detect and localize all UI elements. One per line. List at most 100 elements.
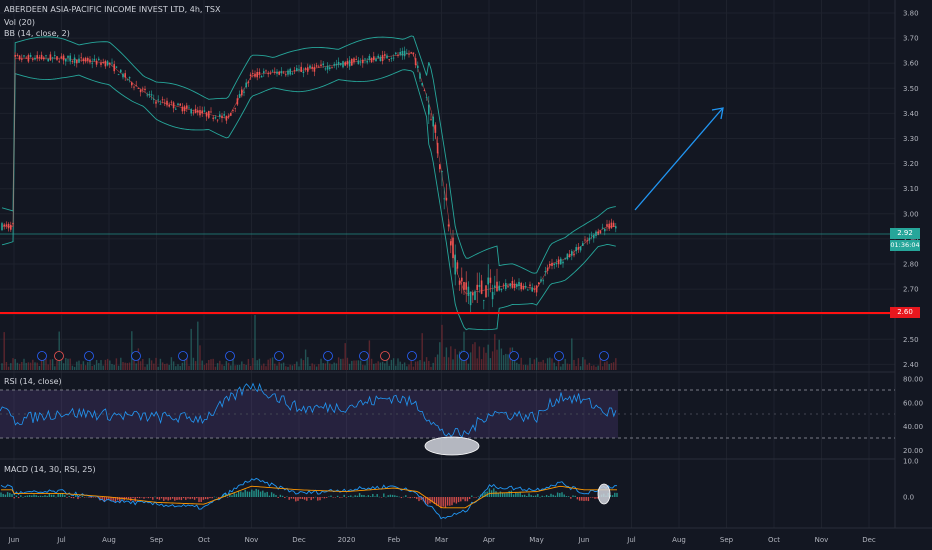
candle-body [533,289,536,290]
volume-bar [276,365,278,370]
candle-body [513,283,516,288]
macd-histogram-bar [398,496,400,498]
bb-legend[interactable]: BB (14, close, 2) [4,29,70,38]
candle-body [227,115,230,118]
macd-histogram-bar [464,497,466,502]
macd-histogram-bar [103,497,106,503]
dividend-marker [407,351,417,361]
earnings-marker [380,351,390,361]
volume-bar [89,358,91,370]
volume-bar [115,358,118,370]
macd-histogram-bar [578,497,581,501]
candle-body [601,227,604,229]
volume-bar [555,366,558,370]
candle-body [293,70,296,72]
macd-histogram-bar [495,491,497,497]
candle-body [260,75,263,78]
macd-histogram-bar [284,497,286,499]
macd-histogram-bar [9,492,11,497]
volume-bar [271,357,274,370]
macd-histogram-bar [273,493,275,497]
candle-body [236,98,239,105]
macd-histogram-bar [132,497,134,499]
grid-lines [0,0,895,528]
volume-bar [245,364,247,370]
price-axis-label: 3.80 [903,10,919,18]
candle-body [73,57,76,63]
candle-body [357,60,360,65]
volume-bar [421,333,423,370]
candle-body [408,53,410,55]
time-axis-label: Dec [292,536,306,544]
candle-body [498,285,500,291]
time-axis-label: Apr [483,536,495,544]
candle-body [359,61,362,63]
candle-body [579,246,582,251]
candle-body [267,73,269,75]
price-axis-label: 3.40 [903,110,919,118]
macd-histogram-bar [92,497,95,498]
macd-histogram-bar [548,495,550,497]
macd-histogram-bar [138,497,141,499]
candle-body [584,239,586,241]
symbol-title[interactable]: ABERDEEN ASIA-PACIFIC INCOME INVEST LTD,… [4,5,221,14]
volume-bar [593,365,595,370]
candle-body [353,58,355,63]
volume-legend[interactable]: Vol (20) [4,18,35,27]
macd-histogram-bar [72,497,75,499]
macd-histogram-bar [152,497,154,500]
candle-body [254,73,256,77]
volume-bar [3,332,5,370]
candle-body [131,82,133,86]
macd-histogram-bar [332,497,334,498]
macd-histogram-bar [530,495,532,497]
volume-bar [302,360,305,370]
candle-body [12,223,14,225]
volume-bar [529,357,531,370]
rsi-axis-label: 40.00 [903,423,923,431]
macd-histogram-bar [108,497,110,500]
price-axis-label: 3.50 [903,85,919,93]
price-axis-label: 2.50 [903,336,919,344]
candle-body [553,263,555,265]
macd-histogram-bar [363,495,365,497]
rsi-legend[interactable]: RSI (14, close) [4,377,62,386]
candle-body [311,66,313,69]
volume-bar [505,353,507,370]
volume-bar [27,362,30,370]
macd-highlight-ellipse[interactable] [597,483,611,505]
macd-histogram-bar [339,497,341,498]
candle-body [397,54,399,56]
rsi-axis-label: 60.00 [903,399,923,407]
volume-bar [311,363,313,370]
macd-legend[interactable]: MACD (14, 30, RSI, 25) [4,465,96,474]
volume-bar [54,366,56,370]
candle-body [551,262,553,266]
candle-body [331,66,333,68]
candle-body [322,63,324,66]
macd-histogram-bar [270,492,273,497]
macd-histogram-bar [303,497,306,500]
macd-histogram-bar [136,497,139,499]
volume-bar [419,360,421,370]
volume-bar [549,357,551,370]
macd-histogram-bar [416,497,418,500]
projection-arrow[interactable] [634,108,723,211]
macd-histogram-bar [110,497,112,501]
volume-bar [69,358,71,370]
macd-histogram-bar [64,495,66,497]
candle-body [315,65,318,67]
macd-histogram-bar [347,496,350,497]
time-axis-label: Sep [720,536,734,544]
candle-body [58,61,60,63]
candle-body [56,56,58,60]
macd-histogram-bar [488,488,491,497]
candle-body [210,111,212,113]
volume-bar [80,364,82,370]
earnings-marker [54,351,64,361]
rsi-highlight-ellipse[interactable] [424,436,480,456]
macd-histogram-bar [191,497,194,499]
volume-bar [234,365,236,370]
volume-bar [117,365,120,370]
